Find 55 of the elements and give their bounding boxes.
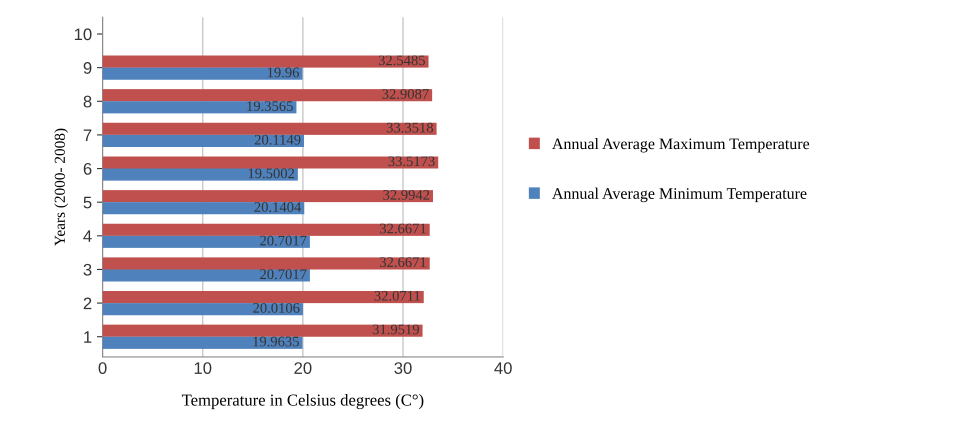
- x-tick-label: 10: [194, 362, 212, 374]
- y-tick-label: 10: [74, 28, 92, 40]
- bar: [102, 257, 430, 270]
- y-axis-title: Years (2000- 2008): [54, 128, 68, 246]
- data-label: 19.5002: [248, 168, 294, 178]
- legend-label: Annual Average Maximum Temperature: [552, 138, 810, 152]
- data-label: 32.0711: [374, 290, 420, 301]
- bar: [102, 122, 437, 135]
- x-tick-label: 40: [494, 362, 512, 374]
- bar: [102, 89, 432, 102]
- bar: [102, 269, 310, 282]
- data-label: 20.1404: [254, 202, 302, 212]
- data-label: 31.9519: [372, 324, 419, 334]
- x-axis-title: Temperature in Celsius degrees (C°): [182, 394, 424, 410]
- x-tick-label: 0: [98, 362, 107, 374]
- bar: [102, 68, 302, 80]
- data-label: 32.9087: [382, 89, 429, 99]
- x-tick-label: 20: [294, 362, 312, 374]
- bar: [102, 190, 433, 202]
- data-label: 19.3565: [247, 101, 293, 112]
- y-tick-label: 5: [84, 196, 92, 208]
- y-tick-label: 3: [84, 264, 92, 276]
- bar: [102, 336, 303, 349]
- data-label: 19.9635: [253, 336, 299, 346]
- bar: [102, 324, 423, 337]
- x-tick-label: 30: [394, 362, 412, 374]
- bar: [102, 56, 429, 68]
- data-label: 20.7017: [260, 236, 306, 246]
- data-label: 32.6671: [380, 224, 426, 234]
- legend-label: Annual Average Minimum Temperature: [552, 188, 806, 202]
- data-label: 20.1149: [254, 134, 300, 145]
- y-tick-label: 6: [84, 162, 92, 175]
- y-tick-label: 7: [84, 129, 92, 141]
- data-label: 20.0106: [253, 302, 300, 313]
- y-tick-label: 4: [83, 230, 92, 242]
- bar: [102, 303, 303, 316]
- bar: [102, 101, 296, 114]
- y-tick-label: 2: [84, 297, 92, 310]
- bar: [102, 290, 424, 304]
- data-label: 32.9942: [383, 190, 430, 200]
- data-label: 32.5485: [378, 55, 425, 66]
- y-tick-label: 1: [84, 331, 92, 343]
- data-label: 33.5173: [388, 156, 435, 166]
- bar: [102, 236, 310, 248]
- y-tick-label: 8: [84, 96, 92, 108]
- bar: [102, 202, 304, 214]
- data-label: 20.7017: [260, 269, 306, 280]
- bar: [102, 224, 430, 236]
- data-label: 32.6671: [380, 257, 426, 268]
- bar: [102, 156, 438, 169]
- data-label: 19.96: [268, 68, 300, 78]
- data-label: 33.3518: [386, 122, 434, 133]
- y-tick-label: 9: [84, 62, 92, 74]
- bar: [102, 168, 298, 181]
- bar: [102, 134, 304, 148]
